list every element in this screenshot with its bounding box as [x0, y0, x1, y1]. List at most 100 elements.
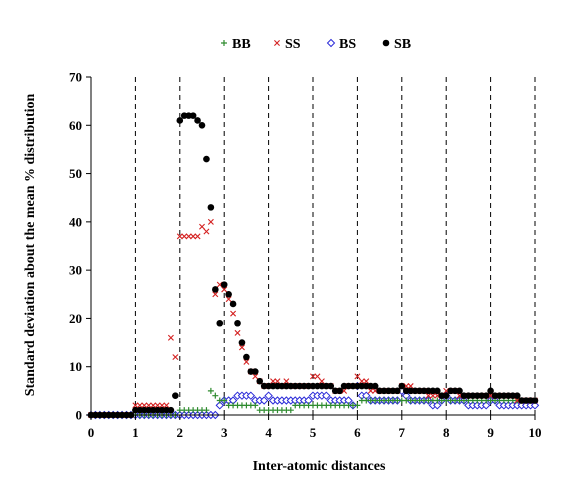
x-tick-label: 7	[399, 425, 406, 440]
data-point-ss	[212, 291, 219, 298]
legend-marker-bb	[221, 40, 227, 46]
legend-item-sb: SB	[382, 37, 411, 52]
data-point-bs	[433, 401, 442, 410]
data-point-ss	[230, 310, 237, 317]
data-point-bs	[481, 401, 491, 410]
x-axis-label: Inter-atomic distances	[253, 459, 386, 474]
x-tick-label: 1	[132, 425, 139, 440]
data-point-ss	[363, 378, 370, 385]
data-point-ss	[310, 373, 316, 380]
data-point-bs	[215, 401, 224, 410]
data-point-ss	[358, 378, 365, 385]
data-point-sb	[487, 387, 494, 395]
data-point-ss	[238, 344, 245, 351]
data-point-sb	[442, 392, 450, 399]
data-point-ss	[283, 378, 290, 385]
y-axis-label: Standard deviation about the mean % dist…	[23, 93, 38, 396]
legend-marker-sb	[382, 39, 390, 47]
data-point-sb	[207, 204, 215, 211]
data-point-bb	[203, 407, 210, 414]
x-tick-label: 0	[88, 425, 95, 440]
data-point-ss	[425, 392, 432, 399]
data-point-ss	[190, 233, 197, 240]
data-point-ss	[163, 402, 170, 409]
data-point-bs	[530, 401, 540, 410]
x-tick-label: 8	[443, 425, 450, 440]
data-point-ss	[172, 354, 179, 361]
data-point-sb	[229, 300, 237, 308]
y-tick-label: 50	[69, 166, 82, 181]
y-axis-ticks: 0 10 20 30 40 50 60 70	[69, 70, 91, 423]
data-point-sb	[531, 397, 539, 404]
x-tick-label: 3	[221, 425, 228, 440]
x-tick-label: 10	[529, 425, 542, 440]
x-tick-label: 4	[265, 425, 272, 440]
data-point-sb	[225, 290, 232, 298]
data-point-ss	[145, 402, 152, 409]
data-point-sb	[456, 387, 463, 395]
legend-item-ss: SS	[274, 37, 301, 52]
data-point-ss	[274, 378, 281, 385]
data-point-bs	[322, 391, 331, 400]
data-point-sb	[327, 382, 335, 390]
x-axis-ticks: 0 1 2 3 4 5 6 7 8 9 10	[88, 415, 542, 440]
data-point-sb	[167, 406, 175, 414]
grid-lines	[134, 77, 536, 415]
data-point-sb	[234, 319, 241, 327]
data-point-ss	[203, 228, 210, 235]
legend-label-bs: BS	[339, 37, 356, 52]
data-point-ss	[167, 334, 174, 341]
data-point-ss	[185, 233, 192, 240]
data-point-sb	[176, 117, 184, 124]
data-point-ss	[194, 233, 201, 240]
y-tick-label: 10	[69, 359, 82, 374]
data-point-ss	[154, 402, 161, 409]
data-point-ss	[181, 233, 188, 240]
legend-label-sb: SB	[394, 37, 411, 52]
y-tick-label: 30	[69, 263, 82, 278]
data-point-sb	[243, 353, 250, 361]
data-point-ss	[318, 378, 325, 385]
data-point-sb	[434, 387, 441, 395]
data-point-ss	[252, 373, 259, 380]
data-point-sb	[394, 387, 401, 395]
data-point-ss	[141, 402, 148, 409]
data-point-ss	[221, 286, 228, 293]
data-point-sb	[194, 117, 201, 124]
data-point-bb	[354, 402, 361, 409]
data-point-ss	[225, 296, 232, 303]
data-point-ss	[367, 387, 374, 394]
data-point-ss	[407, 383, 414, 390]
data-point-ss	[243, 358, 250, 365]
data-point-ss	[136, 402, 143, 409]
data-point-ss	[429, 392, 436, 399]
legend-label-ss: SS	[285, 37, 301, 52]
data-point-bb	[207, 387, 214, 394]
legend-marker-ss	[274, 40, 280, 46]
data-point-sb	[482, 392, 490, 399]
data-point-sb	[220, 281, 228, 288]
legend-marker-bs	[326, 38, 336, 48]
data-point-bs	[259, 396, 269, 405]
legend-label-bb: BB	[232, 37, 251, 52]
series-sb	[87, 112, 539, 419]
data-point-bb	[221, 397, 228, 404]
data-point-ss	[176, 233, 183, 240]
x-tick-label: 2	[177, 425, 184, 440]
data-point-ss	[270, 378, 277, 385]
data-point-bb	[252, 402, 259, 409]
data-point-sb	[256, 377, 264, 385]
y-tick-label: 40	[69, 214, 82, 229]
data-point-sb	[371, 382, 379, 390]
legend-item-bs: BS	[326, 37, 356, 52]
y-tick-label: 70	[69, 70, 82, 85]
x-tick-label: 5	[310, 425, 317, 440]
data-point-sb	[513, 392, 521, 399]
data-point-sb	[398, 382, 406, 390]
data-point-ss	[132, 402, 139, 409]
legend: BB SS BS SB	[221, 37, 411, 52]
data-point-sb	[238, 339, 246, 346]
data-point-bs	[246, 391, 256, 400]
data-point-sb	[172, 392, 179, 399]
